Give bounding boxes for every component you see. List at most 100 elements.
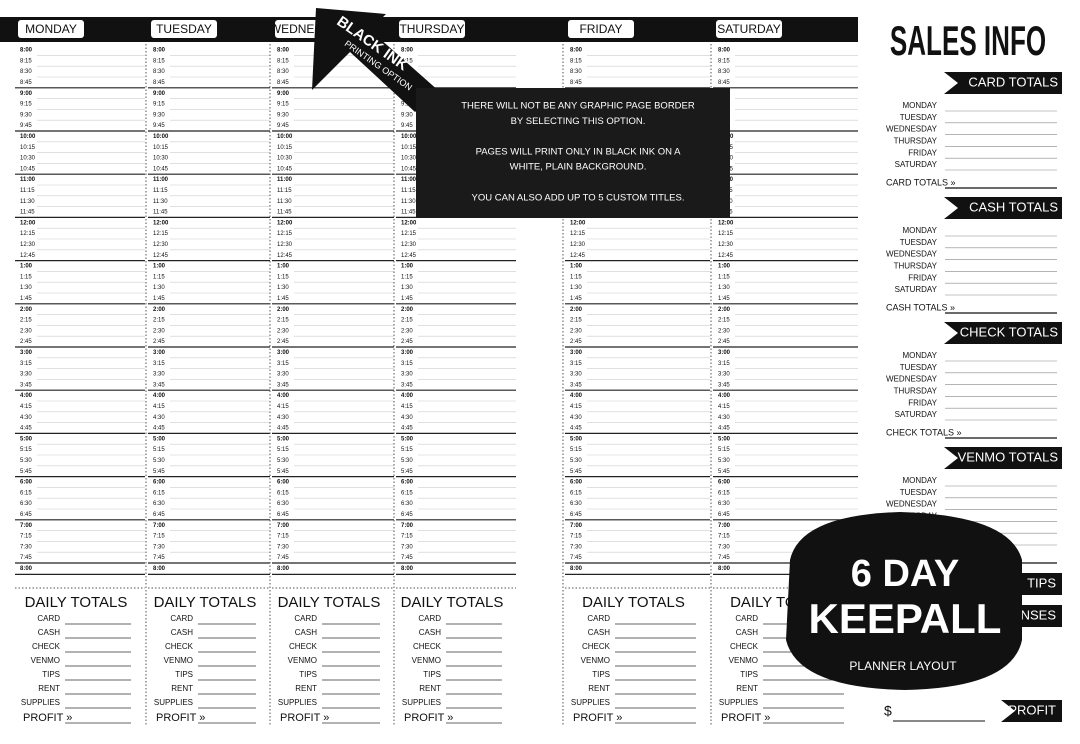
time-label: 12:15 [277,231,293,237]
time-label: 10:15 [153,145,169,151]
time-label: 5:00 [20,436,33,442]
time-label: 11:15 [401,188,416,194]
time-label: 2:15 [401,318,413,324]
time-label: 7:15 [20,534,32,540]
time-label: 6:45 [20,512,32,518]
daily-profit-label: PROFIT » [156,712,205,724]
sales-day-label: SATURDAY [895,285,938,294]
time-label: 4:45 [718,426,730,432]
time-label: 3:45 [718,382,730,388]
time-label: 9:00 [153,91,166,97]
time-label: 5:00 [277,436,290,442]
daily-total-item: RENT [295,684,317,693]
time-label: 5:15 [401,447,413,453]
sales-day-label: THURSDAY [894,137,938,146]
daily-total-item: SUPPLIES [154,698,193,707]
time-label: 8:00 [401,566,414,572]
sales-day-label: THURSDAY [894,387,938,396]
time-label: 4:00 [570,393,583,399]
time-label: 10:30 [401,156,417,162]
time-label: 5:15 [718,447,730,453]
daily-total-item: SUPPLIES [402,698,441,707]
time-label: 4:15 [570,404,582,410]
time-label: 4:30 [570,415,582,421]
time-label: 2:00 [401,307,414,313]
time-label: 9:15 [20,102,32,108]
time-label: 8:45 [718,80,730,86]
section-ribbon [944,197,1062,219]
daily-total-item: CARD [587,614,610,623]
section-total-label: CHECK TOTALS » [886,427,962,437]
time-label: 11:15 [277,188,292,194]
sales-day-label: FRIDAY [908,398,937,407]
time-label: 3:45 [277,382,289,388]
time-label: 12:15 [20,231,36,237]
time-label: 8:00 [570,566,583,572]
time-label: 3:00 [718,350,731,356]
time-label: 7:15 [153,534,165,540]
notice-box [416,88,730,218]
day-label-box [568,20,634,38]
time-label: 3:45 [153,382,165,388]
time-label: 1:00 [401,264,414,270]
daily-total-item: RENT [38,684,60,693]
time-label: 6:45 [570,512,582,518]
time-label: 12:00 [401,220,417,226]
time-label: 1:45 [401,296,413,302]
time-label: 12:00 [277,220,293,226]
time-label: 7:15 [401,534,413,540]
time-label: 12:45 [570,253,586,259]
time-label: 2:30 [277,328,289,334]
time-label: 5:45 [718,469,730,475]
time-label: 4:45 [570,426,582,432]
time-label: 7:30 [718,544,730,550]
time-label: 1:15 [718,274,730,280]
time-label: 9:45 [401,123,413,129]
daily-totals-title: DAILY TOTALS [278,594,381,611]
daily-total-item: SUPPLIES [571,698,610,707]
time-label: 8:30 [277,69,289,75]
time-label: 8:00 [153,566,166,572]
sales-day-label: FRIDAY [908,273,937,282]
time-label: 7:15 [277,534,289,540]
time-label: 3:30 [718,372,730,378]
daily-total-item: CASH [736,628,758,637]
time-label: 6:15 [570,490,582,496]
time-label: 4:15 [277,404,289,410]
time-label: 10:15 [20,145,36,151]
time-label: 8:45 [20,80,32,86]
time-label: 12:00 [718,220,734,226]
time-label: 5:30 [20,458,32,464]
time-label: 9:45 [277,123,289,129]
time-label: 2:30 [570,328,582,334]
time-label: 11:00 [20,177,36,183]
time-label: 12:45 [277,253,293,259]
daily-total-item: SUPPLIES [719,698,758,707]
sales-day-label: FRIDAY [908,148,937,157]
time-label: 2:15 [570,318,582,324]
daily-total-item: VENMO [288,656,317,665]
day-label: TUESDAY [156,22,212,36]
section-title: VENMO TOTALS [958,449,1059,464]
time-label: 1:45 [20,296,32,302]
time-label: 2:30 [401,328,413,334]
sales-day-label: THURSDAY [894,262,938,271]
daily-totals-title: DAILY TOTALS [154,594,257,611]
notice-text: PAGES WILL PRINT ONLY IN BLACK INK ON A [476,146,682,157]
time-label: 6:00 [153,480,166,486]
time-label: 2:00 [570,307,583,313]
time-label: 3:15 [718,361,730,367]
time-label: 8:00 [20,566,33,572]
time-label: 3:15 [153,361,165,367]
time-label: 7:45 [277,555,289,561]
time-label: 7:30 [277,544,289,550]
time-label: 8:15 [20,58,32,64]
time-label: 3:00 [570,350,583,356]
daily-total-item: TIPS [592,670,610,679]
time-label: 1:00 [570,264,583,270]
daily-total-item: TIPS [740,670,758,679]
time-label: 6:30 [20,501,32,507]
time-label: 11:45 [401,210,416,216]
sales-day-label: MONDAY [902,226,937,235]
time-label: 2:00 [277,307,290,313]
